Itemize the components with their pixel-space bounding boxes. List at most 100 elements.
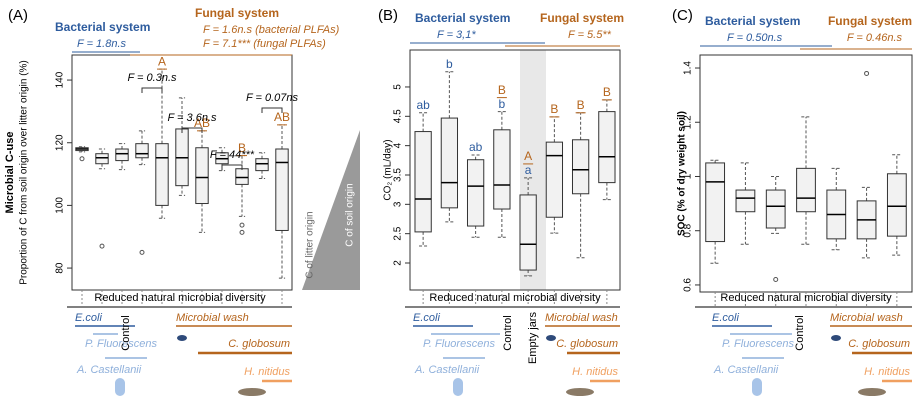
- fungal-letter: A: [524, 149, 532, 163]
- box: [95, 153, 109, 165]
- diversity-label: Reduced natural microbial diversity: [429, 292, 601, 304]
- organism-icon: [858, 388, 886, 396]
- pair-bracket: [221, 164, 243, 170]
- box: [598, 111, 616, 184]
- organism-icon: [546, 335, 556, 341]
- bacterium: A. Castellanii: [76, 364, 142, 376]
- y-tick-label: 4.5: [393, 109, 404, 123]
- whisker-high: [278, 124, 286, 149]
- whisker-low: [278, 230, 286, 279]
- whisker-high: [118, 143, 126, 149]
- fungal-letter: AB: [194, 116, 210, 130]
- fungal-letter: B: [498, 83, 506, 97]
- bacterial-letter: ab: [416, 98, 430, 112]
- y-axis-label: SOC (% of dry weight soil): [677, 111, 688, 236]
- fungal-letter: B: [550, 102, 558, 116]
- whisker-high: [524, 177, 533, 195]
- whisker-low: [550, 217, 559, 234]
- fungus: C. globosum: [848, 338, 910, 350]
- litter-origin-label: C of litter origin: [305, 211, 316, 278]
- box: [735, 189, 756, 213]
- box: [155, 143, 169, 206]
- bacterium: A. Castellanii: [414, 364, 480, 376]
- whisker-low: [138, 157, 146, 166]
- whisker-high: [471, 154, 480, 160]
- fungal-stat: F = 1.6n.s (bacterial PLFAs): [203, 24, 340, 36]
- whisker-low: [238, 184, 246, 217]
- whisker-high: [198, 130, 206, 148]
- whisker-low: [892, 236, 902, 256]
- control-label: Control: [120, 315, 132, 350]
- y-tick-label: 0.6: [683, 278, 694, 292]
- box: [796, 167, 816, 213]
- whisker-low: [740, 211, 751, 245]
- box: [765, 189, 786, 229]
- control-label: Control: [794, 315, 806, 350]
- whisker-low: [831, 238, 841, 251]
- whisker-low: [524, 270, 533, 277]
- organism-icon: [453, 378, 463, 396]
- fungal-system: Fungal system: [540, 11, 624, 25]
- whisker-low: [198, 203, 206, 233]
- whisker-high: [497, 111, 506, 130]
- whisker-low: [445, 207, 454, 223]
- bacterial-letter: a: [525, 163, 532, 177]
- whisker-high: [771, 175, 781, 191]
- y-tick-label: 100: [55, 197, 66, 214]
- box: [493, 129, 511, 210]
- y-tick-label: 1: [683, 173, 694, 179]
- whisker-high: [861, 186, 872, 201]
- whisker-high: [801, 116, 811, 169]
- box: [466, 159, 485, 227]
- bacterial-letter: b: [499, 97, 506, 111]
- fungal-stat: F = 7.1*** (fungal PLFAs): [203, 38, 326, 50]
- y-tick-label: 140: [55, 71, 66, 88]
- bacterium: E.coli: [75, 312, 102, 324]
- bacterial-system: Bacterial system: [55, 20, 150, 34]
- whisker-low: [178, 185, 186, 196]
- bacterial-letter: ab: [469, 140, 483, 154]
- whisker-low: [710, 241, 720, 264]
- panel-label: (B): [378, 7, 398, 24]
- whisker-high: [98, 148, 106, 154]
- whisker-high: [178, 97, 186, 129]
- whisker-low: [419, 231, 428, 247]
- pair-stat: F = 0.3n.s: [127, 72, 177, 84]
- bacterium: E.coli: [413, 312, 440, 324]
- fungus: C. globosum: [228, 338, 290, 350]
- y-axis-title: Microbial C-use: [4, 132, 16, 214]
- whisker-high: [892, 154, 902, 174]
- organism-icon: [177, 335, 187, 341]
- y-tick-label: 5: [393, 84, 404, 90]
- outlier: [864, 70, 870, 76]
- box: [414, 131, 432, 233]
- outlier: [99, 243, 105, 249]
- whisker-low: [602, 182, 611, 201]
- pair-stat: F = 3.6n.s: [167, 112, 217, 124]
- outlier: [239, 222, 245, 228]
- fungal-letter: B: [577, 98, 585, 112]
- fungal-stat: F = 0.46n.s: [847, 32, 903, 44]
- bacterial-stat: F = 1.8n.s: [77, 38, 127, 50]
- bacterial-stat: F = 3,1*: [437, 29, 476, 41]
- whisker-high: [576, 112, 585, 140]
- pair-stat: F = 44***: [210, 149, 255, 161]
- y-tick-label: 2.5: [393, 226, 404, 240]
- outlier: [773, 277, 779, 283]
- empty-jars-label: Empty jars: [527, 312, 539, 364]
- whisker-high: [218, 147, 226, 153]
- origin-wedge: [302, 130, 360, 290]
- organism-icon: [831, 335, 841, 341]
- panel-label: (C): [672, 7, 693, 24]
- whisker-low: [471, 226, 480, 238]
- box: [705, 162, 726, 243]
- bacterium: A. Castellanii: [713, 364, 779, 376]
- fungal-stat: F = 5.5**: [568, 29, 612, 41]
- fungal-letter: A: [158, 54, 166, 68]
- whisker-high: [258, 152, 266, 159]
- organism-icon: [238, 388, 266, 396]
- box: [115, 148, 129, 162]
- organism-icon: [752, 378, 762, 396]
- box: [440, 117, 459, 209]
